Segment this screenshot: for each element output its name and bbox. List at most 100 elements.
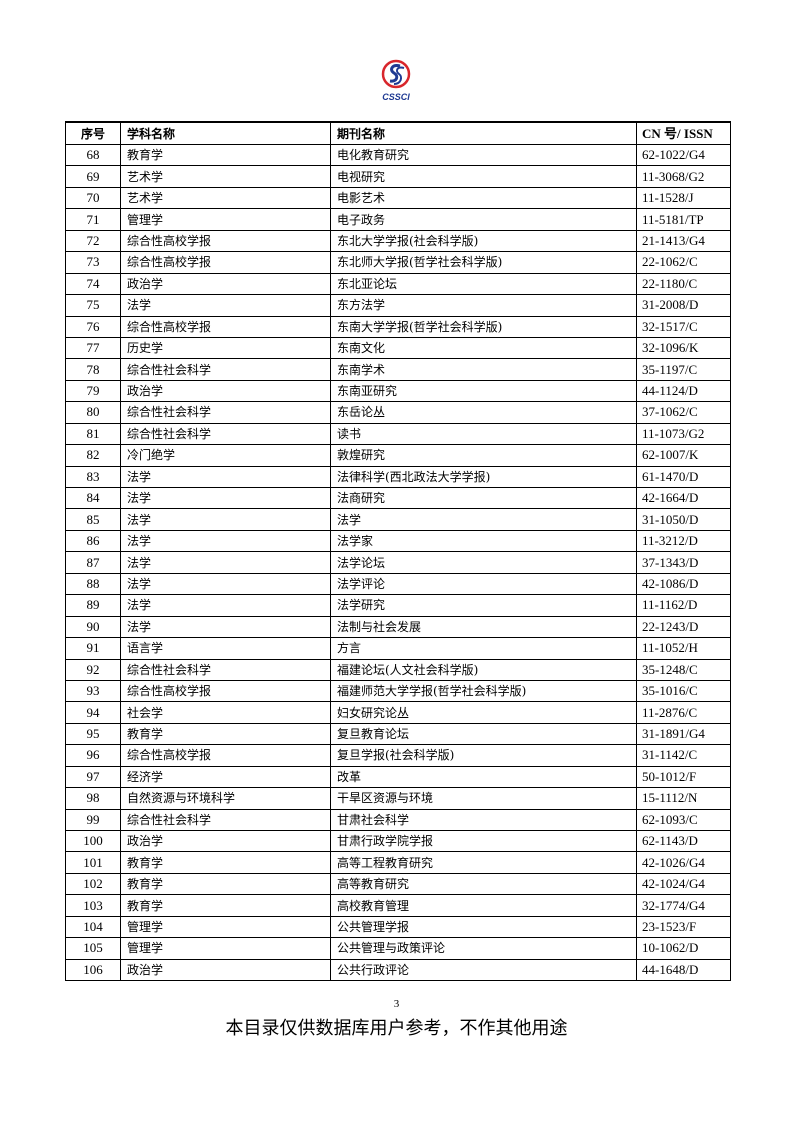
table-row: 94 社会学 妇女研究论丛 11-2876/C — [65, 701, 731, 724]
row-journal: 法学 — [330, 508, 637, 531]
table-row: 70 艺术学 电影艺术 11-1528/J — [65, 186, 731, 210]
row-index: 99 — [65, 808, 121, 832]
row-cn-issn: 11-3068/G2 — [636, 165, 731, 188]
row-subject: 法学 — [120, 615, 331, 639]
row-index: 89 — [65, 594, 121, 617]
row-index: 72 — [65, 229, 121, 253]
row-subject: 法学 — [120, 465, 331, 489]
row-subject: 综合性高校学报 — [120, 744, 331, 767]
row-index: 84 — [65, 486, 121, 510]
row-journal: 复旦学报(社会科学版) — [330, 744, 637, 767]
table-row: 89 法学 法学研究 11-1162/D — [65, 594, 731, 617]
table-row: 90 法学 法制与社会发展 22-1243/D — [65, 615, 731, 639]
row-index: 78 — [65, 358, 121, 381]
row-subject: 综合性社会科学 — [120, 808, 331, 832]
row-subject: 综合性社会科学 — [120, 358, 331, 381]
row-index: 70 — [65, 186, 121, 210]
row-cn-issn: 31-1891/G4 — [636, 722, 731, 746]
table-row: 81 综合性社会科学 读书 11-1073/G2 — [65, 422, 731, 446]
row-subject: 语言学 — [120, 637, 331, 660]
row-subject: 法学 — [120, 572, 331, 596]
row-index: 83 — [65, 465, 121, 489]
row-subject: 冷门绝学 — [120, 444, 331, 467]
table-row: 68 教育学 电化教育研究 62-1022/G4 — [65, 143, 731, 167]
row-cn-issn: 11-1052/H — [636, 637, 731, 660]
header-subject: 学科名称 — [120, 121, 331, 145]
row-journal: 高校教育管理 — [330, 894, 637, 917]
row-cn-issn: 32-1517/C — [636, 315, 731, 338]
row-cn-issn: 35-1197/C — [636, 358, 731, 381]
row-subject: 历史学 — [120, 336, 331, 360]
row-journal: 甘肃行政学院学报 — [330, 829, 637, 853]
row-subject: 教育学 — [120, 851, 331, 874]
table-row: 103 教育学 高校教育管理 32-1774/G4 — [65, 894, 731, 917]
row-index: 71 — [65, 208, 121, 231]
row-subject: 综合性高校学报 — [120, 251, 331, 274]
row-subject: 政治学 — [120, 272, 331, 296]
row-subject: 法学 — [120, 294, 331, 317]
table-row: 84 法学 法商研究 42-1664/D — [65, 486, 731, 510]
row-cn-issn: 32-1096/K — [636, 336, 731, 360]
table-row: 69 艺术学 电视研究 11-3068/G2 — [65, 165, 731, 188]
row-journal: 法学评论 — [330, 572, 637, 596]
row-subject: 综合性高校学报 — [120, 679, 331, 703]
table-header-row: 序号 学科名称 期刊名称 CN 号/ ISSN — [65, 121, 731, 145]
row-cn-issn: 22-1243/D — [636, 615, 731, 639]
cssci-logo: CSSCI — [381, 59, 411, 102]
row-cn-issn: 62-1093/C — [636, 808, 731, 832]
row-cn-issn: 62-1022/G4 — [636, 143, 731, 167]
row-journal: 法学家 — [330, 529, 637, 553]
row-journal: 法学研究 — [330, 594, 637, 617]
row-cn-issn: 35-1248/C — [636, 658, 731, 681]
row-cn-issn: 50-1012/F — [636, 765, 731, 789]
table-row: 87 法学 法学论坛 37-1343/D — [65, 551, 731, 574]
row-index: 100 — [65, 829, 121, 853]
table-row: 75 法学 东方法学 31-2008/D — [65, 294, 731, 317]
row-subject: 法学 — [120, 594, 331, 617]
row-cn-issn: 11-1073/G2 — [636, 422, 731, 446]
table-row: 100 政治学 甘肃行政学院学报 62-1143/D — [65, 829, 731, 853]
row-index: 80 — [65, 401, 121, 424]
table-row: 93 综合性高校学报 福建师范大学学报(哲学社会科学版) 35-1016/C — [65, 679, 731, 703]
svg-text:CSSCI: CSSCI — [382, 92, 410, 102]
row-subject: 教育学 — [120, 143, 331, 167]
row-index: 106 — [65, 958, 121, 982]
row-subject: 法学 — [120, 551, 331, 574]
row-index: 96 — [65, 744, 121, 767]
row-index: 92 — [65, 658, 121, 681]
row-cn-issn: 32-1774/G4 — [636, 894, 731, 917]
row-journal: 东北师大学报(哲学社会科学版) — [330, 251, 637, 274]
row-journal: 东南亚研究 — [330, 379, 637, 403]
table-row: 85 法学 法学 31-1050/D — [65, 508, 731, 531]
row-subject: 教育学 — [120, 722, 331, 746]
header-journal: 期刊名称 — [330, 121, 637, 145]
row-journal: 妇女研究论丛 — [330, 701, 637, 724]
row-journal: 福建论坛(人文社会科学版) — [330, 658, 637, 681]
row-index: 85 — [65, 508, 121, 531]
row-cn-issn: 22-1062/C — [636, 251, 731, 274]
row-subject: 综合性社会科学 — [120, 401, 331, 424]
table-row: 92 综合性社会科学 福建论坛(人文社会科学版) 35-1248/C — [65, 658, 731, 681]
row-cn-issn: 35-1016/C — [636, 679, 731, 703]
row-subject: 教育学 — [120, 872, 331, 896]
table-row: 76 综合性高校学报 东南大学学报(哲学社会科学版) 32-1517/C — [65, 315, 731, 338]
row-index: 75 — [65, 294, 121, 317]
row-index: 94 — [65, 701, 121, 724]
row-cn-issn: 37-1062/C — [636, 401, 731, 424]
row-subject: 经济学 — [120, 765, 331, 789]
row-journal: 法制与社会发展 — [330, 615, 637, 639]
row-journal: 东北大学学报(社会科学版) — [330, 229, 637, 253]
table-row: 80 综合性社会科学 东岳论丛 37-1062/C — [65, 401, 731, 424]
row-cn-issn: 31-1142/C — [636, 744, 731, 767]
row-index: 87 — [65, 551, 121, 574]
row-index: 98 — [65, 787, 121, 810]
row-index: 103 — [65, 894, 121, 917]
row-cn-issn: 44-1124/D — [636, 379, 731, 403]
table-row: 77 历史学 东南文化 32-1096/K — [65, 336, 731, 360]
row-cn-issn: 11-2876/C — [636, 701, 731, 724]
table-row: 98 自然资源与环境科学 干旱区资源与环境 15-1112/N — [65, 787, 731, 810]
row-cn-issn: 11-5181/TP — [636, 208, 731, 231]
row-index: 77 — [65, 336, 121, 360]
row-subject: 综合性高校学报 — [120, 229, 331, 253]
row-cn-issn: 44-1648/D — [636, 958, 731, 982]
